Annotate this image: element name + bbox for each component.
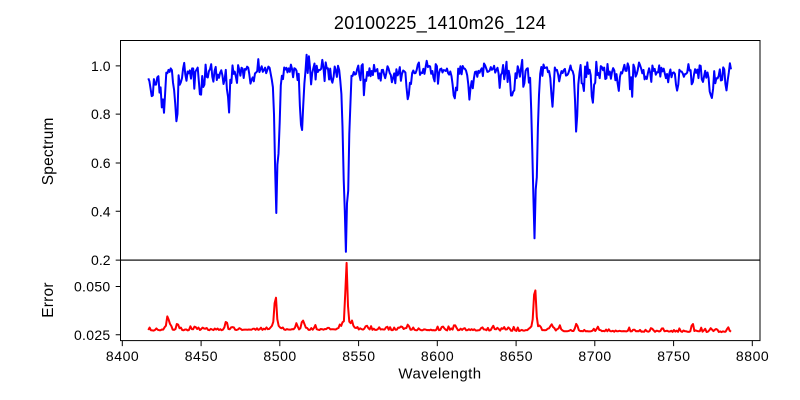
svg-text:0.025: 0.025 — [74, 327, 111, 343]
svg-text:8500: 8500 — [263, 348, 296, 364]
svg-text:8600: 8600 — [421, 348, 454, 364]
svg-text:0.2: 0.2 — [91, 252, 111, 268]
svg-text:0.4: 0.4 — [91, 203, 111, 219]
svg-text:0.6: 0.6 — [91, 155, 111, 171]
svg-text:0.050: 0.050 — [74, 279, 111, 295]
svg-text:Wavelength: Wavelength — [398, 366, 481, 383]
svg-text:8650: 8650 — [500, 348, 533, 364]
svg-text:8400: 8400 — [106, 348, 139, 364]
svg-text:0.8: 0.8 — [91, 106, 111, 122]
svg-text:Error: Error — [40, 282, 57, 317]
svg-text:1.0: 1.0 — [91, 58, 111, 74]
svg-text:8700: 8700 — [578, 348, 611, 364]
svg-text:8800: 8800 — [736, 348, 769, 364]
svg-text:Spectrum: Spectrum — [40, 117, 57, 185]
svg-text:8750: 8750 — [657, 348, 690, 364]
svg-text:8550: 8550 — [342, 348, 375, 364]
svg-text:20100225_1410m26_124: 20100225_1410m26_124 — [334, 13, 546, 34]
svg-text:8450: 8450 — [185, 348, 218, 364]
